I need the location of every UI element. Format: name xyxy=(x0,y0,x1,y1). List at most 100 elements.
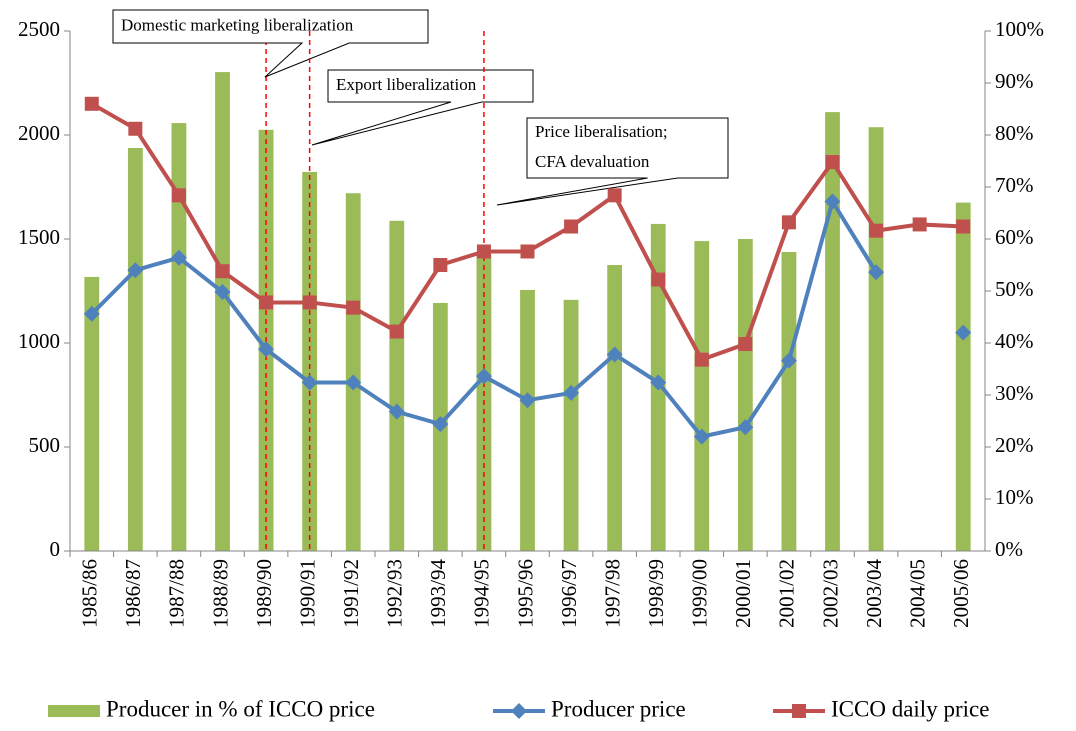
point xyxy=(83,305,100,322)
annotation-text: Export liberalization xyxy=(336,75,477,94)
x-tick-label: 1997/98 xyxy=(600,559,624,628)
point xyxy=(171,188,186,203)
point xyxy=(825,155,840,170)
callout: Export liberalization xyxy=(311,69,534,146)
bar xyxy=(563,299,579,551)
legend-label: ICCO daily price xyxy=(831,696,989,721)
bar xyxy=(955,202,971,551)
y2-tick-label: 90% xyxy=(995,69,1034,93)
callout-box xyxy=(496,117,729,206)
point xyxy=(476,244,491,259)
point xyxy=(301,374,318,391)
point xyxy=(792,704,806,718)
point xyxy=(519,392,536,409)
point xyxy=(606,346,623,363)
point xyxy=(955,324,972,341)
point xyxy=(475,368,492,385)
point xyxy=(520,244,535,259)
point xyxy=(214,284,231,301)
bar xyxy=(171,123,187,551)
bar xyxy=(127,148,143,551)
y-tick-label: 0 xyxy=(50,537,61,561)
y-tick-label: 500 xyxy=(29,433,61,457)
point xyxy=(432,416,449,433)
point xyxy=(868,264,885,281)
y-tick-label: 1500 xyxy=(18,225,60,249)
y2-tick-label: 70% xyxy=(995,173,1034,197)
x-tick-label: 2005/06 xyxy=(949,559,973,628)
point xyxy=(84,96,99,111)
y2-tick-label: 60% xyxy=(995,225,1034,249)
bar xyxy=(345,193,361,552)
x-tick-label: 2001/02 xyxy=(775,559,799,628)
bar xyxy=(389,220,405,552)
legend-label: Producer price xyxy=(551,696,686,721)
x-tick-label: 2004/05 xyxy=(905,559,929,628)
bar xyxy=(302,171,318,552)
point xyxy=(563,384,580,401)
bar xyxy=(781,252,797,551)
x-tick-label: 2003/04 xyxy=(862,559,886,628)
point xyxy=(127,262,144,279)
x-tick-label: 1986/87 xyxy=(121,559,145,628)
point xyxy=(258,341,275,358)
point xyxy=(345,374,362,391)
legend-label: Producer in % of ICCO price xyxy=(106,696,375,721)
bar xyxy=(84,276,100,551)
point xyxy=(737,419,754,436)
x-tick-label: 1998/99 xyxy=(644,559,668,628)
point xyxy=(302,295,317,310)
bar xyxy=(520,289,535,551)
point xyxy=(780,352,797,369)
y2-tick-label: 40% xyxy=(995,329,1034,353)
point xyxy=(388,403,405,420)
y2-tick-label: 20% xyxy=(995,433,1034,457)
y-tick-label: 1000 xyxy=(18,329,60,353)
x-tick-label: 1994/95 xyxy=(470,559,494,628)
annotation-text: Price liberalisation; xyxy=(535,122,668,141)
annotation-text: Domestic marketing liberalization xyxy=(121,15,354,34)
callout: Domestic marketing liberalization xyxy=(112,9,429,78)
point xyxy=(564,219,579,234)
point xyxy=(912,217,927,232)
x-tick-label: 1987/88 xyxy=(165,559,189,628)
x-tick-label: 1991/92 xyxy=(339,559,363,628)
y-tick-label: 2500 xyxy=(18,17,60,41)
point xyxy=(607,188,622,203)
legend-swatch xyxy=(48,705,100,717)
bar xyxy=(825,112,840,552)
annotation-text: CFA devaluation xyxy=(535,152,650,171)
point xyxy=(650,374,667,391)
point xyxy=(738,337,753,352)
bar xyxy=(694,241,710,551)
y2-tick-label: 80% xyxy=(995,121,1034,145)
x-tick-label: 2002/03 xyxy=(818,559,842,628)
bar xyxy=(868,127,884,551)
point xyxy=(389,324,404,339)
y-tick-label: 2000 xyxy=(18,121,60,145)
point xyxy=(259,295,274,310)
x-tick-label: 1985/86 xyxy=(78,559,102,628)
x-tick-label: 1993/94 xyxy=(426,559,450,628)
point xyxy=(651,272,666,287)
point xyxy=(956,219,971,234)
bar xyxy=(737,239,753,551)
x-tick-label: 1988/89 xyxy=(208,559,232,628)
x-tick-label: 1992/93 xyxy=(383,559,407,628)
y2-tick-label: 30% xyxy=(995,381,1034,405)
point xyxy=(170,249,187,266)
point xyxy=(433,258,448,272)
callout-box xyxy=(311,69,534,146)
point xyxy=(869,223,884,238)
point xyxy=(346,300,361,315)
x-tick-label: 1999/00 xyxy=(688,559,712,628)
point xyxy=(824,193,841,210)
point xyxy=(128,121,143,136)
x-tick-label: 1989/90 xyxy=(252,559,276,628)
y2-tick-label: 100% xyxy=(995,17,1044,41)
point xyxy=(693,428,710,445)
point xyxy=(781,215,796,230)
point xyxy=(511,703,527,719)
x-tick-label: 1995/96 xyxy=(513,559,537,628)
callout: Price liberalisation; CFA devaluation xyxy=(496,117,729,206)
